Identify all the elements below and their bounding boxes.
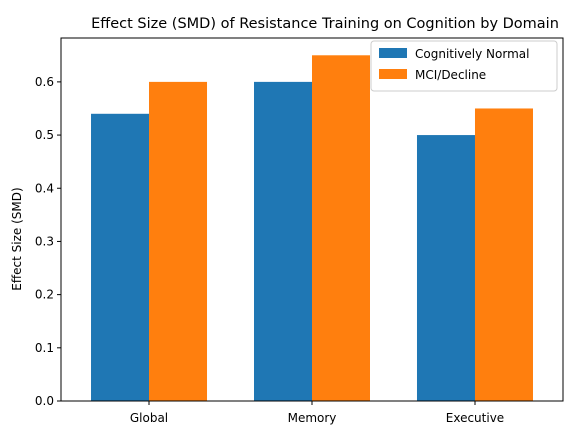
- x-tick-label-global: Global: [130, 411, 168, 425]
- bar-mci-decline-executive: [474, 108, 533, 401]
- legend-swatch-1: [379, 69, 407, 79]
- y-tick-label: 0.0: [35, 394, 54, 408]
- bar-cognitively-normal-global: [91, 113, 150, 402]
- bar-cognitively-normal-memory: [254, 81, 312, 401]
- x-tick-label-memory: Memory: [288, 411, 337, 425]
- y-tick-label: 0.1: [35, 341, 54, 355]
- bar-mci-decline-global: [149, 81, 208, 401]
- legend: Cognitively Normal MCI/Decline: [370, 40, 558, 92]
- plot-area: 0.0 0.1 0.2 0.3 0.4 0.5 0.6 Global Memory Executi…: [35, 37, 564, 425]
- x-tick-label-executive: Executive: [446, 411, 504, 425]
- chart-title: Effect Size (SMD) of Resistance Training…: [91, 16, 559, 32]
- bar-mci-decline-memory: [312, 55, 370, 402]
- y-axis-label: Effect Size (SMD): [10, 187, 24, 290]
- legend-label-1: MCI/Decline: [415, 68, 486, 82]
- legend-swatch-0: [379, 48, 407, 58]
- y-tick-label: 0.5: [35, 128, 54, 142]
- legend-label-0: Cognitively Normal: [415, 47, 529, 61]
- y-tick-label: 0.6: [35, 75, 54, 89]
- legend-box: [370, 40, 558, 92]
- y-tick-label: 0.2: [35, 288, 54, 302]
- y-tick-label: 0.4: [35, 181, 54, 195]
- y-tick-label: 0.3: [35, 234, 54, 248]
- bar-cognitively-normal-executive: [416, 135, 475, 402]
